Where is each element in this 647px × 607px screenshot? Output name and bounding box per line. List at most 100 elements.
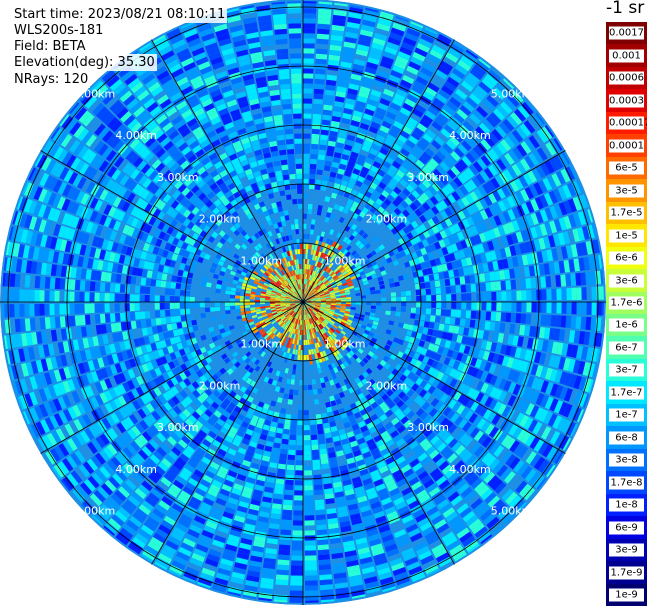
range-gate-cell bbox=[501, 302, 507, 312]
range-gate-cell bbox=[119, 293, 125, 302]
range-gate-cell bbox=[332, 344, 338, 351]
range-gate-cell bbox=[330, 39, 343, 47]
range-gate-cell bbox=[590, 317, 597, 331]
range-gate-cell bbox=[477, 263, 485, 273]
range-gate-cell bbox=[366, 302, 372, 306]
range-gate-cell bbox=[398, 221, 407, 229]
range-gate-cell bbox=[553, 261, 561, 274]
range-gate-cell bbox=[409, 202, 418, 211]
range-gate-cell bbox=[304, 279, 307, 285]
range-gate-cell bbox=[303, 430, 310, 436]
range-gate-cell bbox=[310, 297, 316, 300]
range-gate-cell bbox=[304, 274, 306, 280]
range-gate-cell bbox=[316, 261, 321, 268]
range-gate-cell bbox=[314, 266, 319, 272]
range-gate-cell bbox=[392, 396, 401, 405]
range-gate-cell bbox=[363, 140, 373, 148]
range-gate-cell bbox=[415, 368, 423, 377]
range-gate-cell bbox=[337, 76, 349, 83]
range-gate-cell bbox=[325, 317, 331, 322]
range-gate-cell bbox=[370, 290, 376, 295]
range-gate-cell bbox=[543, 411, 554, 425]
range-gate-cell bbox=[460, 239, 468, 249]
range-gate-cell bbox=[481, 436, 493, 448]
range-gate-cell bbox=[511, 220, 520, 232]
range-gate-cell bbox=[563, 357, 571, 371]
range-gate-cell bbox=[289, 585, 303, 591]
range-gate-cell bbox=[362, 341, 369, 348]
range-gate-cell bbox=[304, 450, 312, 456]
range-gate-cell bbox=[349, 326, 355, 331]
range-gate-cell bbox=[475, 283, 482, 292]
range-gate-cell bbox=[370, 165, 379, 173]
range-gate-cell bbox=[427, 385, 436, 395]
range-gate-cell bbox=[408, 61, 422, 71]
range-gate-cell bbox=[465, 284, 472, 293]
range-gate-cell bbox=[480, 534, 493, 545]
range-gate-cell bbox=[406, 423, 416, 433]
range-gate-cell bbox=[420, 289, 427, 295]
range-gate-cell bbox=[591, 302, 597, 316]
range-gate-cell bbox=[288, 449, 296, 456]
range-gate-cell bbox=[507, 209, 516, 221]
range-gate-cell bbox=[505, 491, 518, 505]
range-gate-cell bbox=[305, 580, 318, 586]
range-gate-cell bbox=[555, 170, 566, 185]
range-gate-cell bbox=[303, 289, 305, 295]
range-gate-cell bbox=[581, 346, 589, 360]
range-gate-cell bbox=[395, 88, 408, 98]
range-gate-cell bbox=[537, 441, 549, 455]
range-gate-cell bbox=[303, 223, 307, 229]
range-gate-cell bbox=[519, 483, 532, 497]
range-gate-cell bbox=[537, 179, 548, 193]
range-gate-cell bbox=[397, 412, 406, 421]
range-gate-cell bbox=[409, 427, 420, 436]
range-gate-cell bbox=[303, 258, 305, 264]
range-gate-cell bbox=[575, 316, 582, 330]
range-gate-cell bbox=[391, 368, 399, 376]
range-gate-cell bbox=[322, 320, 328, 326]
range-gate-cell bbox=[479, 273, 486, 283]
range-gate-cell bbox=[461, 140, 472, 152]
range-gate-cell bbox=[357, 348, 364, 354]
range-gate-cell bbox=[104, 293, 110, 302]
range-gate-cell bbox=[332, 19, 346, 27]
range-gate-cell bbox=[406, 93, 419, 104]
range-gate-cell bbox=[287, 459, 295, 466]
range-gate-cell bbox=[356, 302, 362, 305]
range-gate-cell bbox=[298, 405, 303, 411]
range-gate-cell bbox=[418, 362, 427, 371]
range-gate-cell bbox=[520, 141, 532, 154]
range-gate-cell bbox=[395, 15, 409, 23]
range-gate-cell bbox=[526, 389, 536, 402]
range-gate-cell bbox=[453, 177, 463, 188]
range-gate-cell bbox=[330, 306, 336, 309]
range-gate-cell bbox=[287, 454, 295, 461]
range-gate-cell bbox=[520, 189, 530, 202]
range-gate-cell bbox=[566, 287, 572, 301]
range-gate-cell bbox=[356, 95, 368, 104]
range-gate-cell bbox=[455, 188, 465, 199]
range-gate-cell bbox=[422, 268, 429, 276]
range-gate-cell bbox=[383, 362, 391, 370]
range-gate-cell bbox=[502, 367, 511, 379]
range-gate-cell bbox=[171, 275, 178, 282]
range-gate-cell bbox=[462, 218, 471, 229]
range-gate-cell bbox=[309, 173, 316, 180]
range-gate-cell bbox=[416, 434, 426, 444]
range-gate-cell bbox=[507, 382, 517, 394]
range-gate-cell bbox=[313, 277, 317, 282]
range-gate-cell bbox=[511, 163, 522, 177]
range-gate-cell bbox=[328, 321, 334, 326]
range-gate-cell bbox=[398, 382, 407, 391]
range-gate-cell bbox=[340, 297, 346, 300]
range-gate-cell bbox=[364, 338, 371, 345]
range-gate-cell bbox=[331, 29, 344, 37]
range-gate-cell bbox=[303, 48, 315, 54]
range-gate-cell bbox=[439, 60, 454, 72]
range-gate-cell bbox=[331, 316, 337, 321]
range-gate-cell bbox=[446, 154, 457, 165]
range-gate-cell bbox=[310, 224, 315, 230]
range-gate-cell bbox=[492, 87, 506, 100]
range-gate-cell bbox=[502, 118, 515, 132]
